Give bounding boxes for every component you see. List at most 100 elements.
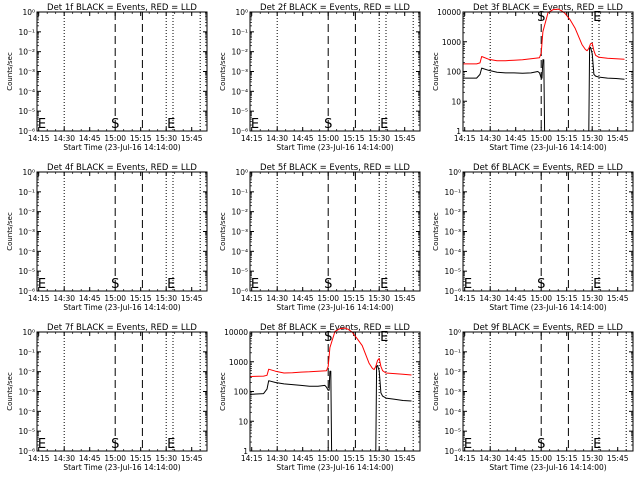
x-tick-label: 14:15: [454, 294, 476, 303]
plot-frame: [462, 11, 634, 132]
x-tick-label: 15:15: [130, 134, 152, 143]
y-tick-label: 1: [243, 447, 248, 456]
x-tick-label: 15:15: [556, 454, 578, 463]
x-tick-label: 15:45: [181, 454, 203, 463]
events-series-line: [249, 365, 412, 452]
y-tick-label: 10⁻⁴: [444, 247, 461, 256]
y-axis-label: Counts/sec: [432, 372, 440, 411]
x-tick-label: 15:00: [104, 134, 126, 143]
x-tick-label: 15:15: [343, 294, 365, 303]
lld-series-line: [249, 327, 412, 377]
x-tick-label: 15:15: [130, 454, 152, 463]
x-axis-label: Start Time (23-Jul-16 14:14:00): [489, 303, 606, 312]
x-tick-label: 14:30: [53, 134, 75, 143]
x-tick-label: 15:30: [581, 294, 603, 303]
x-tick-label: 14:15: [28, 294, 50, 303]
y-tick-label: 10⁻⁶: [18, 127, 35, 136]
y-tick-label: 100: [447, 68, 462, 77]
x-tick-label: 14:45: [505, 134, 527, 143]
y-axis-label: Counts/sec: [219, 212, 227, 251]
x-tick-label: 15:15: [343, 134, 365, 143]
x-tick-label: 15:30: [368, 134, 390, 143]
y-tick-label: 10⁻⁴: [231, 87, 248, 96]
x-axis-label: Start Time (23-Jul-16 14:14:00): [63, 303, 180, 312]
y-tick-label: 10⁻³: [18, 228, 35, 237]
detector-panel-6: Det 6f BLACK = Events, RED = LLD Counts/s…: [432, 163, 634, 312]
x-tick-label: 14:15: [454, 134, 476, 143]
lld-series-line: [463, 8, 625, 65]
y-tick-label: 100: [234, 388, 249, 397]
start-marker-label: S: [537, 437, 545, 452]
panel-title: Det 8f BLACK = Events, RED = LLD: [260, 323, 410, 333]
y-axis-label: Counts/sec: [6, 212, 14, 251]
x-tick-label: 15:00: [317, 134, 339, 143]
y-tick-label: 1000: [442, 38, 461, 47]
x-tick-label: 14:15: [28, 134, 50, 143]
x-tick-label: 15:30: [581, 454, 603, 463]
x-tick-label: 15:00: [317, 454, 339, 463]
y-tick-label: 10⁻⁵: [444, 267, 461, 276]
y-tick-label: 10: [451, 97, 461, 106]
y-tick-label: 10⁻²: [444, 368, 461, 377]
y-axis-label: Counts/sec: [432, 52, 440, 91]
x-tick-label: 14:30: [266, 454, 288, 463]
left-edge-marker-label: E: [464, 277, 472, 292]
y-tick-label: 10⁻³: [231, 228, 248, 237]
x-tick-label: 14:30: [53, 454, 75, 463]
y-tick-label: 10⁻³: [18, 68, 35, 77]
x-tick-label: 14:30: [266, 294, 288, 303]
x-tick-label: 15:45: [607, 294, 629, 303]
y-tick-label: 10⁻²: [231, 48, 248, 57]
plot-frame: [462, 171, 634, 292]
end-marker-label: E: [380, 117, 388, 132]
y-tick-label: 10⁻⁵: [444, 427, 461, 436]
panel-title: Det 5f BLACK = Events, RED = LLD: [260, 163, 410, 173]
x-tick-label: 15:45: [394, 134, 416, 143]
left-edge-marker-label: E: [251, 277, 259, 292]
detector-panel-5: Det 5f BLACK = Events, RED = LLD Counts/s…: [219, 163, 421, 312]
x-tick-label: 15:45: [394, 294, 416, 303]
y-tick-label: 10000: [224, 328, 248, 337]
x-axis-label: Start Time (23-Jul-16 14:14:00): [276, 303, 393, 312]
x-tick-label: 14:30: [479, 454, 501, 463]
x-tick-label: 15:15: [130, 294, 152, 303]
y-tick-label: 10⁻¹: [18, 188, 35, 197]
detector-panel-7: Det 7f BLACK = Events, RED = LLD Counts/s…: [6, 323, 208, 472]
y-tick-label: 10⁰: [22, 168, 35, 177]
end-marker-label: E: [167, 117, 175, 132]
y-tick-label: 10⁻⁴: [231, 247, 248, 256]
start-marker-label: S: [537, 277, 545, 292]
x-axis-label: Start Time (23-Jul-16 14:14:00): [63, 143, 180, 152]
start-marker-label: S: [111, 117, 119, 132]
y-tick-label: 10⁰: [22, 8, 35, 17]
y-tick-label: 10⁻⁶: [18, 287, 35, 296]
left-edge-marker-label: E: [38, 437, 46, 452]
x-tick-label: 15:15: [556, 294, 578, 303]
x-tick-label: 14:15: [241, 134, 263, 143]
x-tick-label: 15:00: [530, 134, 552, 143]
y-tick-label: 10⁻³: [444, 228, 461, 237]
x-tick-label: 14:15: [241, 294, 263, 303]
x-tick-label: 14:30: [266, 134, 288, 143]
panel-title: Det 2f BLACK = Events, RED = LLD: [260, 3, 410, 13]
y-tick-label: 10⁻²: [444, 208, 461, 217]
x-tick-label: 15:45: [181, 294, 203, 303]
x-tick-label: 15:00: [530, 294, 552, 303]
x-tick-label: 15:45: [394, 454, 416, 463]
start-marker-label: S: [324, 277, 332, 292]
y-tick-label: 10⁰: [22, 328, 35, 337]
left-edge-marker-label: E: [38, 117, 46, 132]
y-tick-label: 10⁻⁴: [18, 87, 35, 96]
start-marker-label: S: [324, 117, 332, 132]
x-tick-label: 15:00: [104, 294, 126, 303]
x-axis-label: Start Time (23-Jul-16 14:14:00): [276, 463, 393, 472]
y-tick-label: 10⁻⁶: [18, 447, 35, 456]
x-tick-label: 14:15: [28, 454, 50, 463]
x-tick-label: 15:00: [530, 454, 552, 463]
x-axis-label: Start Time (23-Jul-16 14:14:00): [276, 143, 393, 152]
y-tick-label: 10⁻⁶: [444, 447, 461, 456]
panel-title: Det 6f BLACK = Events, RED = LLD: [473, 163, 623, 173]
start-marker-label: S: [111, 277, 119, 292]
start-marker-label: S: [537, 10, 545, 25]
